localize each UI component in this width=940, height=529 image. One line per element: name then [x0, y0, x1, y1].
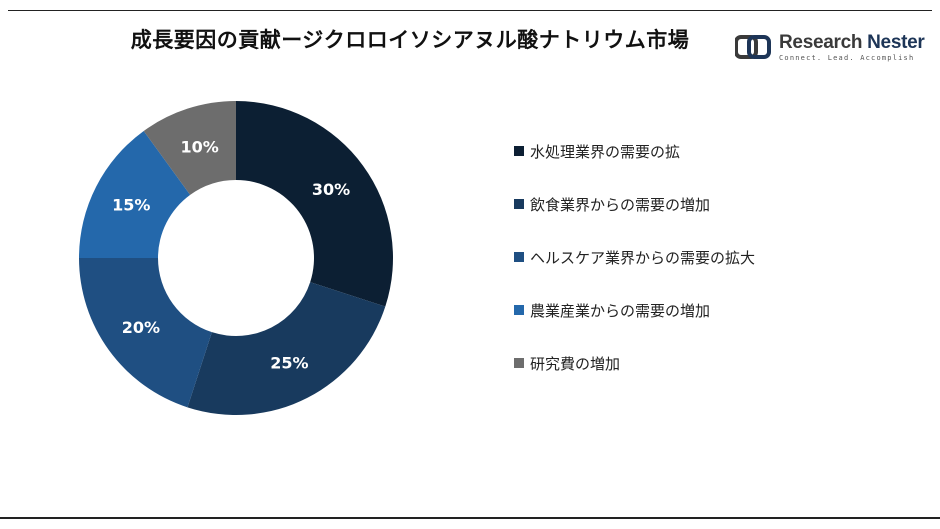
legend-label: ヘルスケア業界からの需要の拡大 — [530, 248, 756, 267]
donut-slice-3 — [79, 258, 212, 408]
legend-swatch — [514, 199, 524, 209]
legend-swatch — [514, 252, 524, 262]
chart-title: 成長要因の貢献ージクロロイソシアヌル酸ナトリウム市場 — [130, 28, 690, 52]
slice-value-label: 15% — [112, 196, 150, 215]
legend-item: 農業産業からの需要の増加 — [514, 299, 710, 321]
research-nester-logo: Research Nester Connect. Lead. Accomplis… — [735, 32, 925, 68]
logo-tagline: Connect. Lead. Accomplish — [779, 54, 915, 62]
legend-item: 飲食業界からの需要の増加 — [514, 193, 710, 215]
legend-label: 飲食業界からの需要の増加 — [530, 195, 711, 214]
legend-swatch — [514, 146, 524, 156]
logo-icon — [735, 35, 771, 59]
legend-label: 研究費の増加 — [530, 354, 621, 373]
logo-name-part2: Nester — [867, 32, 925, 53]
legend-label: 農業産業からの需要の増加 — [530, 301, 711, 320]
legend-swatch — [514, 305, 524, 315]
legend-item: ヘルスケア業界からの需要の拡大 — [514, 246, 755, 268]
donut-slice-2 — [187, 282, 386, 415]
slice-value-label: 20% — [122, 318, 160, 337]
donut-slice-5 — [143, 101, 236, 195]
logo-name-part1: Research — [779, 32, 863, 53]
donut-slice-1 — [236, 101, 394, 307]
legend-swatch — [514, 358, 524, 368]
legend-item: 水処理業界の需要の拡 — [514, 140, 680, 162]
top-rule — [8, 10, 932, 11]
slice-value-label: 25% — [270, 354, 308, 373]
legend-item: 研究費の増加 — [514, 352, 620, 374]
donut-slice-4 — [79, 130, 191, 258]
legend-label: 水処理業界の需要の拡 — [530, 142, 681, 161]
bottom-rule — [0, 517, 940, 519]
slice-value-label: 10% — [181, 137, 219, 156]
slice-value-label: 30% — [312, 180, 350, 199]
logo-name: Research Nester — [779, 32, 925, 54]
